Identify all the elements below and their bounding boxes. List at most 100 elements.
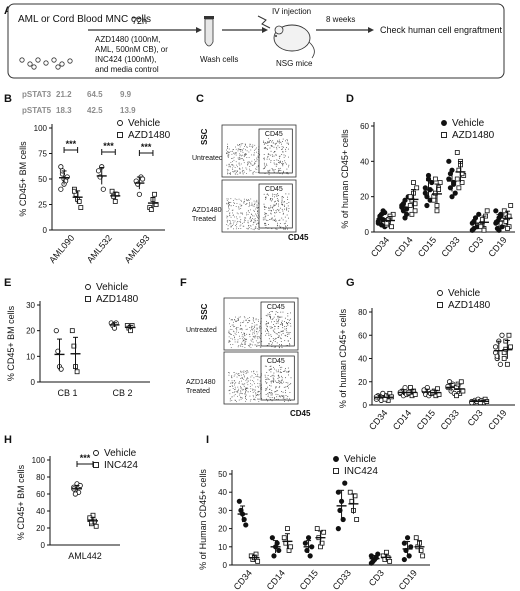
flow-event — [244, 383, 246, 385]
flow-event — [243, 222, 245, 223]
flow-event — [250, 145, 252, 147]
flow-event — [227, 172, 229, 174]
flow-event — [286, 328, 287, 329]
flow-event — [243, 162, 245, 164]
panel-c: C SSC Untreated AZD1480 Treated CD45CD45… — [192, 93, 309, 242]
flow-event — [252, 165, 254, 166]
flow-event — [273, 366, 274, 368]
flow-event — [241, 343, 243, 345]
flow-event — [236, 164, 238, 166]
flow-event — [239, 157, 241, 159]
flow-event — [276, 163, 278, 165]
flow-f-ssc-label: SSC — [200, 303, 209, 320]
flow-event — [265, 381, 266, 383]
flow-event — [256, 344, 258, 346]
flow-event — [254, 227, 256, 229]
flow-event — [270, 212, 272, 214]
flow-event — [239, 335, 240, 337]
flow-event — [230, 220, 231, 222]
flow-event — [256, 151, 257, 153]
flow-event — [265, 330, 267, 332]
flow-event — [246, 333, 248, 335]
flow-event — [274, 212, 276, 214]
flow-event — [266, 398, 267, 400]
flow-event — [270, 368, 271, 370]
flow-event — [278, 376, 280, 378]
flow-event — [253, 326, 255, 328]
data-point — [407, 203, 413, 208]
flow-event — [237, 339, 239, 341]
flow-event — [259, 328, 261, 330]
flow-event — [280, 380, 282, 382]
flow-event — [228, 206, 229, 207]
flow-event — [270, 376, 272, 377]
flow-event — [227, 219, 229, 221]
flow-event — [248, 227, 250, 228]
flow-event — [283, 170, 284, 172]
data-point — [432, 176, 438, 182]
flow-event — [255, 201, 257, 203]
flow-event — [263, 157, 265, 159]
flow-event — [278, 326, 280, 327]
data-point — [148, 207, 154, 213]
flow-event — [276, 148, 278, 150]
flow-event — [279, 332, 281, 334]
flow-event — [234, 153, 236, 155]
flow-event — [243, 201, 245, 203]
flow-event — [258, 228, 259, 230]
legend-marker — [93, 450, 99, 456]
flow-event — [240, 205, 242, 206]
flow-event — [226, 152, 227, 154]
flow-event — [273, 340, 274, 342]
flow-event — [286, 139, 288, 140]
flow-event — [271, 375, 273, 377]
flow-event — [245, 373, 247, 374]
flow-event — [251, 384, 253, 386]
flow-event — [228, 208, 230, 210]
flow-event — [257, 376, 259, 378]
flow-event — [228, 205, 230, 206]
flow-event — [258, 376, 260, 378]
flow-event — [231, 319, 233, 320]
flow-event — [231, 376, 233, 378]
y-tick-label: 40 — [358, 355, 367, 364]
flow-event — [245, 396, 246, 398]
flow-event — [246, 203, 248, 204]
flow-event — [249, 168, 250, 170]
flow-event — [255, 168, 256, 170]
flow-event — [248, 320, 249, 321]
flow-event — [274, 144, 276, 146]
flow-event — [245, 392, 246, 393]
flow-event — [273, 372, 275, 374]
flow-event — [242, 322, 244, 323]
flow-event — [269, 147, 271, 149]
flow-event — [237, 320, 239, 321]
flow-event — [251, 325, 253, 327]
flow-event — [282, 219, 284, 221]
flow-event — [240, 212, 241, 214]
flow-event — [227, 146, 228, 147]
legend-marker — [333, 468, 339, 474]
data-point — [422, 190, 428, 196]
flow-event — [288, 210, 289, 212]
flow-event — [264, 217, 266, 219]
flow-event — [227, 198, 229, 200]
flow-event — [243, 372, 245, 374]
flow-event — [248, 346, 250, 348]
flow-event — [240, 149, 242, 151]
flow-event — [246, 322, 248, 324]
flow-event — [242, 383, 244, 385]
data-point — [496, 227, 502, 233]
flow-event — [244, 200, 245, 202]
flow-event — [232, 209, 234, 211]
flow-event — [242, 169, 244, 171]
flow-gate-label: CD45 — [265, 131, 283, 138]
flow-event — [239, 172, 241, 174]
flow-event — [278, 371, 280, 373]
flow-event — [276, 159, 278, 161]
flow-event — [268, 207, 270, 209]
flow-event — [278, 332, 279, 333]
flow-event — [239, 328, 241, 330]
flow-event — [242, 225, 244, 227]
